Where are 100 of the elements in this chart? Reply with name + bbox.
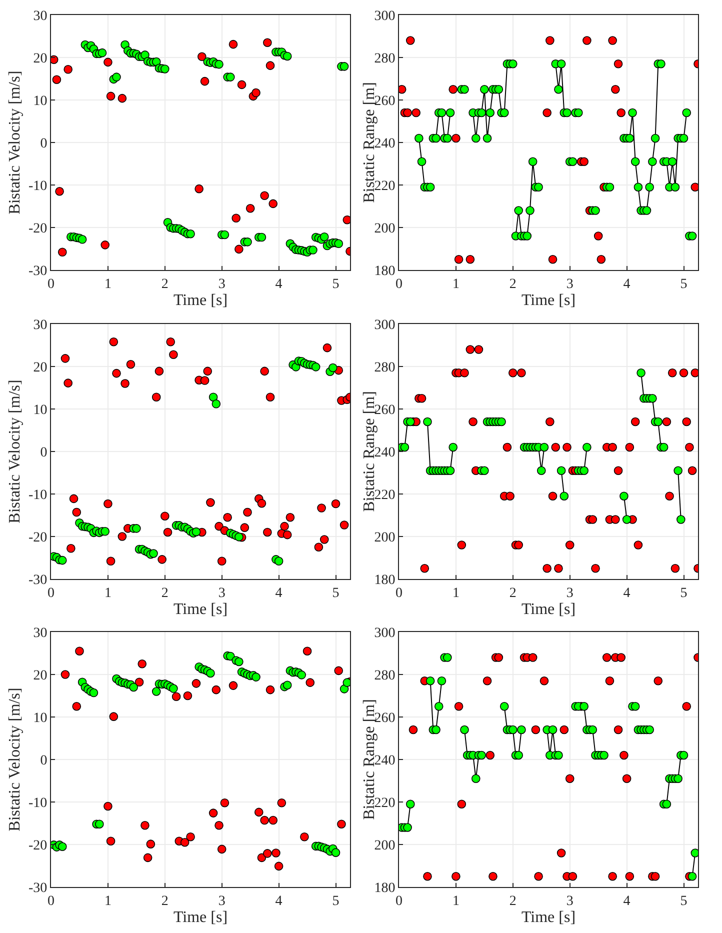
- point: [214, 820, 224, 830]
- x-tick-label: 3: [218, 586, 226, 601]
- point: [72, 702, 82, 711]
- point: [679, 750, 688, 760]
- y-tick-label: 0: [40, 445, 48, 460]
- point: [234, 532, 244, 542]
- x-axis-title: Time [s]: [521, 908, 576, 926]
- x-axis-title: Time [s]: [173, 908, 228, 926]
- point: [506, 492, 514, 501]
- point: [443, 653, 452, 662]
- point: [64, 65, 72, 74]
- point: [517, 368, 526, 378]
- point: [254, 808, 264, 817]
- point: [234, 657, 244, 666]
- point: [268, 199, 278, 208]
- point: [625, 442, 634, 452]
- point: [620, 750, 628, 760]
- y-tick-label: 20: [33, 668, 48, 684]
- point: [560, 492, 569, 501]
- y-axis-title: Bistatic Velocity [m/s]: [6, 688, 24, 832]
- point: [112, 368, 121, 378]
- x-axis-title: Time [s]: [521, 600, 576, 618]
- y-axis-title: Bistatic Velocity [m/s]: [6, 70, 24, 214]
- point: [614, 466, 623, 476]
- point: [648, 394, 657, 403]
- point: [608, 442, 617, 452]
- point: [399, 84, 406, 94]
- point: [58, 248, 67, 257]
- point: [540, 442, 549, 452]
- point: [437, 676, 446, 686]
- x-tick-label: 3: [566, 586, 574, 601]
- y-tick-label: 10: [33, 710, 48, 726]
- point: [143, 853, 152, 862]
- point: [531, 725, 540, 734]
- point: [260, 366, 269, 376]
- point: [132, 524, 141, 533]
- point: [634, 540, 643, 550]
- y-tick-label: -30: [28, 880, 48, 896]
- point: [400, 442, 410, 452]
- point: [237, 80, 246, 90]
- point: [263, 849, 272, 858]
- point: [266, 61, 275, 70]
- x-tick-label: 1: [452, 894, 460, 909]
- point: [460, 725, 469, 734]
- point: [497, 417, 506, 426]
- y-tick-label: -10: [28, 178, 48, 194]
- y-tick-label: 280: [374, 360, 396, 376]
- y-tick-label: -20: [28, 221, 48, 236]
- point: [611, 515, 620, 524]
- point: [452, 134, 460, 143]
- point: [217, 556, 226, 566]
- x-tick-label: 2: [161, 894, 168, 909]
- x-tick-label: 3: [218, 894, 226, 909]
- point: [243, 508, 252, 517]
- point: [212, 400, 221, 408]
- x-tick-label: 5: [680, 586, 688, 601]
- point: [322, 343, 332, 352]
- point: [100, 527, 110, 536]
- point: [64, 378, 72, 388]
- x-tick-label: 2: [509, 276, 516, 292]
- point: [234, 244, 244, 254]
- point: [480, 466, 489, 476]
- y-tick-label: -10: [28, 488, 48, 503]
- point: [560, 725, 569, 734]
- point: [460, 368, 469, 378]
- y-tick-label: -20: [28, 838, 48, 854]
- point: [140, 820, 150, 830]
- point: [452, 872, 460, 881]
- x-tick-label: 4: [623, 894, 630, 909]
- point: [690, 182, 698, 192]
- point: [212, 685, 221, 694]
- point: [662, 800, 672, 809]
- point: [55, 186, 64, 196]
- point: [608, 36, 617, 45]
- y-tick-label: 200: [374, 221, 396, 236]
- point: [220, 798, 230, 808]
- point: [486, 750, 495, 760]
- point: [536, 466, 546, 476]
- y-tick-label: -30: [28, 572, 48, 588]
- x-axis-title: Time [s]: [173, 600, 228, 618]
- point: [266, 685, 275, 694]
- point: [106, 92, 116, 101]
- point: [457, 800, 466, 809]
- point: [149, 549, 158, 558]
- point: [500, 702, 509, 711]
- point: [120, 379, 130, 388]
- point: [66, 544, 76, 553]
- point: [466, 345, 475, 354]
- point: [588, 515, 598, 524]
- y-tick-label: 180: [374, 880, 396, 896]
- point: [228, 40, 238, 49]
- point: [546, 417, 554, 426]
- x-tick-label: 1: [452, 276, 460, 292]
- x-tick-label: 2: [161, 586, 168, 601]
- point: [75, 646, 84, 656]
- point: [605, 182, 614, 192]
- point: [645, 725, 654, 734]
- point: [517, 725, 526, 734]
- point: [568, 157, 578, 166]
- point: [260, 816, 269, 825]
